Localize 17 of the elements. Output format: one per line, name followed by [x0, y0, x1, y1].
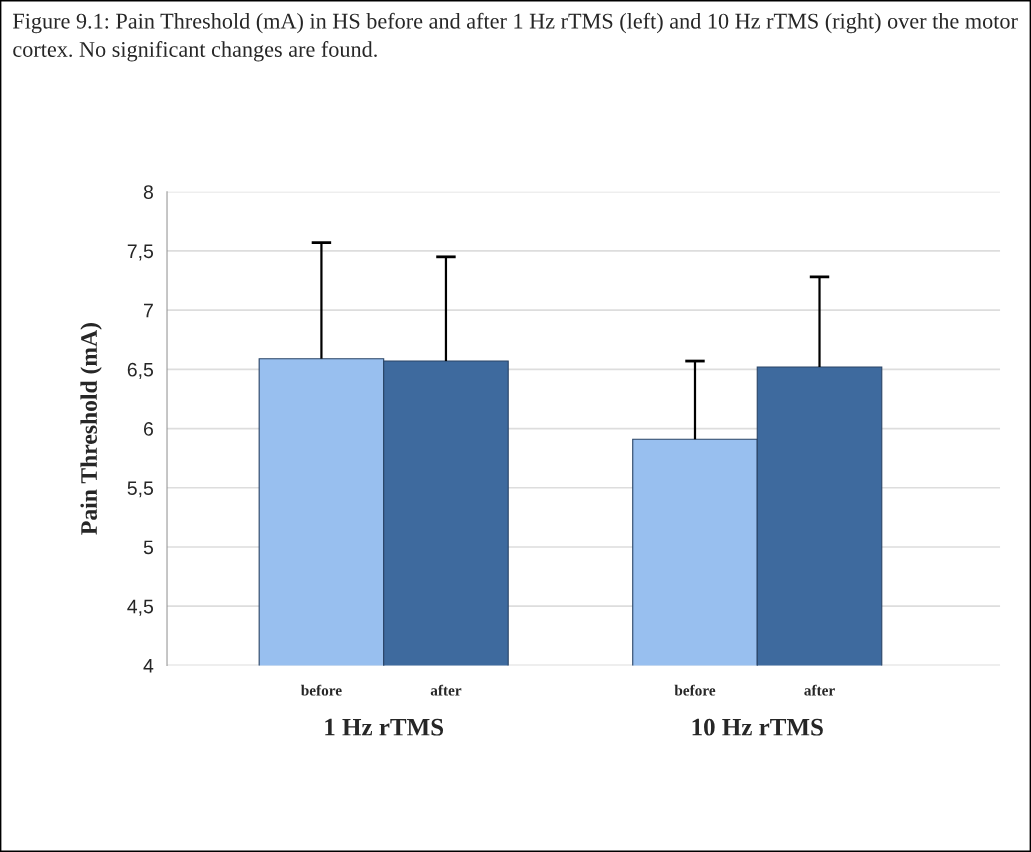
y-tick-label: 6	[144, 422, 153, 436]
y-tick-label: 5	[143, 540, 154, 555]
y-tick-label: 4	[143, 659, 154, 673]
x-tick-label: after	[804, 684, 835, 696]
y-tick-label: 5,5	[127, 481, 154, 498]
chart-title: Figure 9.1: Pain Threshold (mA) in HS before and after 1 Hz rTMS (left) and 10 Hz rTMS (right) over the motor cortex. No significant changes are found.	[13, 12, 1018, 62]
y-tick-label: 7,5	[127, 244, 154, 261]
y-tick-label: 7	[144, 303, 153, 318]
y-tick-label: 4,5	[127, 599, 154, 616]
x-tick-label: after	[430, 684, 462, 696]
text: 10 Hz rTMS	[692, 718, 823, 736]
y-axis-title: Pain Threshold (mA)	[80, 323, 102, 535]
y-tick-label: 6,5	[127, 362, 154, 379]
y-tick-label: 8	[143, 185, 153, 199]
text: 1 Hz rTMS	[325, 718, 444, 736]
x-tick-label: before	[674, 684, 716, 696]
x-tick-label: before	[300, 684, 342, 696]
